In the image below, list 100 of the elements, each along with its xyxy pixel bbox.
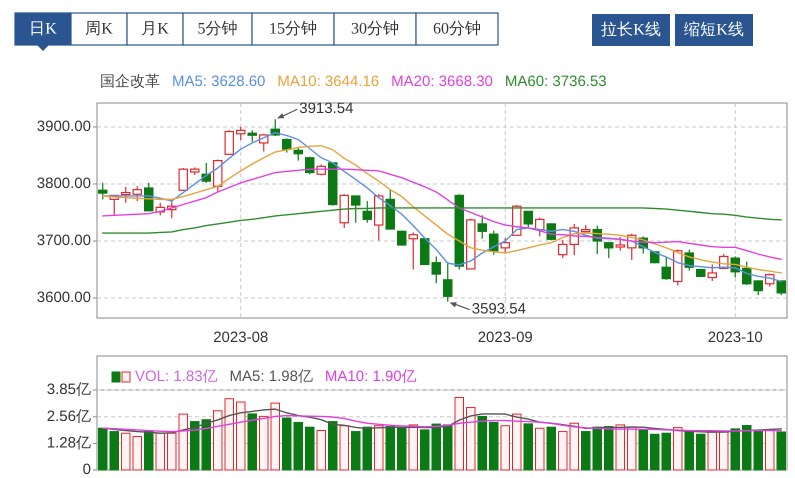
- bar: [304, 426, 315, 470]
- text: 15分钟: [269, 20, 317, 38]
- text: 月K: [141, 20, 170, 38]
- bar: [604, 426, 614, 470]
- bar: [764, 429, 775, 470]
- bar: [166, 432, 177, 470]
- candlestick: [524, 210, 533, 228]
- bar: [155, 432, 166, 470]
- candlestick: [500, 238, 510, 254]
- candlestick: [708, 264, 717, 282]
- bar: [580, 431, 591, 470]
- bar: [408, 424, 418, 470]
- candlestick: [408, 232, 418, 270]
- bar: [339, 425, 350, 470]
- y-tick-label: 3.85亿: [46, 380, 91, 398]
- candlestick: [535, 217, 544, 238]
- bar: [396, 428, 407, 470]
- bar: [696, 434, 706, 470]
- bar: [753, 430, 764, 470]
- candlestick: [616, 236, 625, 252]
- text: MA10: 3644.16: [277, 72, 380, 90]
- candlestick: [604, 242, 614, 259]
- bar: [615, 424, 626, 470]
- bar: [247, 413, 258, 470]
- text: 周K: [85, 20, 114, 38]
- bar: [328, 421, 338, 470]
- bar: [132, 436, 142, 470]
- bar: [707, 431, 718, 470]
- bar: [742, 425, 752, 470]
- candlestick: [362, 200, 372, 224]
- bar: [684, 430, 694, 470]
- text: MA60: 3736.53: [504, 72, 607, 90]
- bar: [672, 427, 683, 470]
- bar: [293, 422, 304, 470]
- bar: [661, 432, 672, 470]
- candlestick: [558, 239, 568, 259]
- bar: [258, 416, 269, 470]
- candlestick: [132, 186, 142, 202]
- bar: [569, 422, 580, 470]
- bar: [488, 422, 499, 470]
- candlestick: [144, 182, 154, 212]
- candlestick: [305, 156, 314, 175]
- line-series: [102, 168, 782, 260]
- x-tick-label: 2023-08: [213, 328, 268, 346]
- x-tick-label: 2023-09: [478, 328, 533, 346]
- y-tick-label: 3600.00: [36, 289, 91, 306]
- bar: [500, 425, 510, 470]
- annotation: 3913.54: [299, 100, 354, 118]
- x-tick-label: 2023-10: [708, 328, 763, 346]
- bar: [466, 406, 476, 470]
- bar: [420, 429, 430, 470]
- bar: [385, 426, 396, 470]
- bar: [534, 428, 545, 470]
- bar: [776, 431, 786, 470]
- bar: [374, 425, 384, 470]
- bar: [350, 431, 361, 470]
- text: 缩短K线: [684, 20, 744, 39]
- y-tick-label: 3700.00: [36, 232, 91, 249]
- y-tick-label: 2.56亿: [46, 408, 91, 425]
- bar: [144, 431, 154, 470]
- candlestick: [742, 260, 752, 286]
- bar: [454, 396, 464, 470]
- text: 5分钟: [198, 20, 238, 38]
- text: MA5: 3628.60: [172, 72, 266, 90]
- bar: [316, 430, 326, 470]
- bar: [512, 414, 522, 470]
- bar: [546, 426, 556, 470]
- text: MA20: 3668.30: [391, 72, 493, 90]
- bar: [442, 424, 453, 470]
- candlestick: [478, 214, 487, 240]
- bar: [282, 418, 292, 470]
- text: 拉长K线: [601, 20, 661, 39]
- candlestick: [98, 182, 108, 200]
- candlestick: [754, 280, 763, 296]
- candlestick: [236, 126, 246, 141]
- bar: [190, 421, 200, 470]
- bar: [270, 402, 280, 470]
- bar: [109, 431, 120, 470]
- y-tick-label: 0: [82, 460, 91, 478]
- text: 日K: [29, 20, 58, 38]
- annotation: 3593.54: [472, 300, 526, 318]
- candlestick: [351, 194, 360, 224]
- text: MA10: 1.90亿: [324, 368, 417, 385]
- candlestick: [489, 230, 498, 256]
- text: 60分钟: [433, 20, 481, 38]
- line-series: [102, 207, 782, 234]
- bar: [638, 429, 648, 470]
- bar: [431, 424, 442, 470]
- series-label: MA5: 1.98亿: [230, 368, 313, 385]
- bar: [523, 423, 534, 470]
- legend-label: VOL: 1.83亿: [135, 368, 218, 385]
- candlestick: [224, 130, 234, 156]
- bar: [201, 419, 212, 470]
- bar: [558, 431, 568, 470]
- bar: [236, 402, 246, 470]
- bar: [212, 410, 223, 470]
- y-tick-label: 3800.00: [36, 174, 91, 192]
- candlestick: [432, 256, 441, 284]
- candlestick: [282, 138, 292, 154]
- bar: [592, 426, 602, 470]
